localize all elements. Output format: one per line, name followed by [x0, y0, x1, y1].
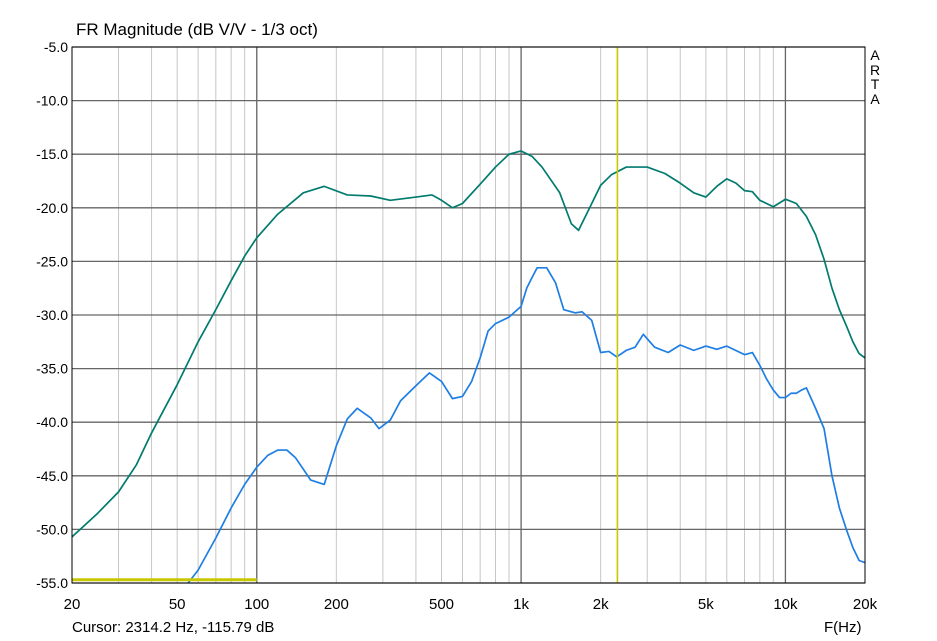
side-watermark: A R T A [868, 48, 882, 106]
y-tick-label: -45.0 [36, 468, 68, 484]
x-axis-ticks: 20 50 100 200 500 1k 2k 5k 10k 20k [64, 596, 878, 613]
cursor-readout: Cursor: 2314.2 Hz, -115.79 dB [72, 619, 275, 636]
x-tick-label: 200 [324, 596, 349, 613]
y-tick-label: -25.0 [36, 253, 68, 269]
series-line [187, 266, 866, 584]
x-tick-label: 100 [244, 596, 269, 613]
x-tick-label: 20 [64, 596, 81, 613]
y-tick-label: -55.0 [36, 575, 68, 591]
series-line [71, 150, 866, 538]
x-tick-label: 500 [429, 596, 454, 613]
x-tick-label: 20k [853, 596, 878, 613]
x-tick-label: 50 [169, 596, 186, 613]
plot-frame [71, 46, 866, 584]
x-tick-label: 2k [593, 596, 609, 613]
x-tick-label: 10k [773, 596, 798, 613]
major-grid [72, 46, 865, 584]
x-tick-label: 1k [513, 596, 529, 613]
y-tick-label: -5.0 [44, 39, 68, 55]
side-tag-letter: A [870, 47, 880, 63]
side-tag-letter: A [870, 90, 880, 107]
series-layer [71, 150, 866, 584]
y-tick-label: -20.0 [36, 200, 68, 216]
side-tag-letter: T [870, 76, 880, 92]
x-tick-label: 5k [698, 596, 714, 613]
chart-title: FR Magnitude (dB V/V - 1/3 oct) [76, 20, 318, 39]
y-tick-label: -50.0 [36, 521, 68, 537]
side-tag-letter: R [869, 61, 881, 78]
y-tick-label: -15.0 [36, 146, 68, 162]
y-tick-label: -10.0 [36, 93, 68, 109]
x-axis-unit-label: F(Hz) [824, 619, 862, 636]
y-tick-label: -35.0 [36, 361, 68, 377]
y-tick-label: -30.0 [36, 307, 68, 323]
y-tick-label: -40.0 [36, 414, 68, 430]
y-axis-ticks: -5.0 -10.0 -15.0 -20.0 -25.0 -30.0 -35.0 -40.0 -… [36, 39, 68, 591]
